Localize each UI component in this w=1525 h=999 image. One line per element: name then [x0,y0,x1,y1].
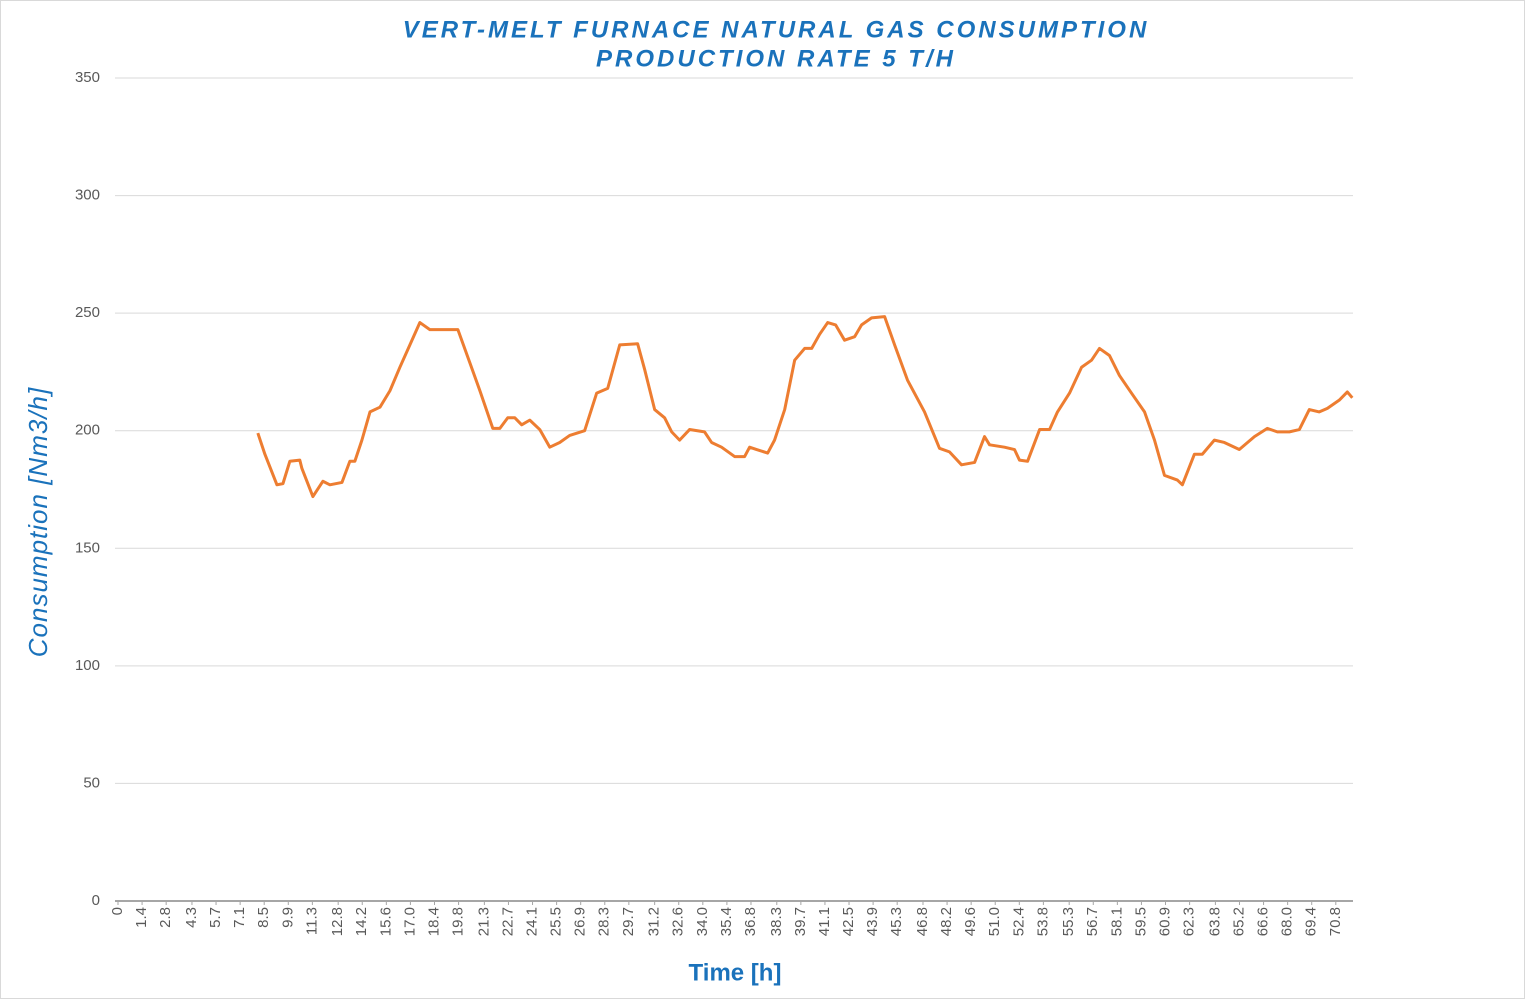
y-tick-label: 0 [92,892,100,909]
x-tick-label: 12.8 [329,907,346,936]
x-tick-label: 32.6 [670,907,687,936]
x-tick-label: 2.8 [157,907,174,928]
chart-title: VERT-MELT FURNACE NATURAL GAS CONSUMPTIO… [403,16,1150,43]
x-tick-label: 42.5 [840,907,857,936]
x-tick-label: 56.7 [1084,907,1101,936]
line-series [256,315,1354,499]
y-tick-label: 200 [75,422,100,439]
x-tick-label: 26.9 [572,907,589,936]
x-tick-label: 29.7 [620,907,637,936]
x-tick-label: 59.5 [1132,907,1149,936]
x-tick-label: 17.0 [401,907,418,936]
x-tick-label: 58.1 [1108,907,1125,936]
x-tick-label: 31.2 [646,907,663,936]
y-tick-label: 50 [83,774,100,791]
x-tick-label: 36.8 [742,907,759,936]
x-tick-label: 70.8 [1327,907,1344,936]
x-tick-label: 69.4 [1303,907,1320,936]
x-tick-label: 62.3 [1181,907,1198,936]
x-tick-label: 41.1 [816,907,833,936]
x-tick-label: 0 [109,907,126,915]
y-tick-label: 100 [75,657,100,674]
x-tick-label: 4.3 [183,907,200,928]
x-tick-label: 46.8 [914,907,931,936]
x-tick-label: 19.8 [450,907,467,936]
x-tick-label: 5.7 [207,907,224,928]
y-tick-label: 150 [75,539,100,556]
y-tick-label: 300 [75,187,100,204]
x-tick-label: 53.8 [1034,907,1051,936]
x-tick-label: 7.1 [231,907,248,928]
x-axis-title: Time [h] [689,959,782,986]
x-tick-label: 45.3 [888,907,905,936]
x-tick-label: 18.4 [425,907,442,936]
x-tick-label: 22.7 [499,907,516,936]
x-tick-label: 43.9 [864,907,881,936]
x-tick-label: 65.2 [1230,907,1247,936]
x-tick-label: 38.3 [768,907,785,936]
x-tick-label: 39.7 [792,907,809,936]
x-tick-label: 35.4 [718,907,735,936]
x-tick-label: 68.0 [1279,907,1296,936]
y-axis-title: Consumption [Nm3/h] [23,387,53,657]
y-tick-label: 250 [75,304,100,321]
x-tick-label: 21.3 [475,907,492,936]
x-tick-label: 11.3 [303,907,320,935]
x-tick-label: 14.2 [353,907,370,936]
x-tick-label: 49.6 [962,907,979,936]
x-tick-label: 66.6 [1255,907,1272,936]
x-tick-label: 28.3 [596,907,613,936]
x-tick-label: 51.0 [986,907,1003,936]
x-tick-label: 15.6 [377,907,394,936]
x-tick-label: 25.5 [548,907,565,936]
x-tick-label: 60.9 [1156,907,1173,936]
x-tick-label: 52.4 [1010,907,1027,936]
x-tick-label: 34.0 [694,907,711,936]
x-tick-label: 24.1 [524,907,541,936]
x-tick-label: 1.4 [133,907,150,928]
chart-subtitle: PRODUCTION RATE 5 T/H [596,45,956,72]
y-tick-label: 350 [75,69,100,86]
x-tick-label: 8.5 [255,907,272,928]
x-tick-label: 48.2 [938,907,955,936]
x-tick-label: 55.3 [1060,907,1077,936]
x-tick-label: 63.8 [1206,907,1223,936]
x-tick-label: 9.9 [279,907,296,928]
